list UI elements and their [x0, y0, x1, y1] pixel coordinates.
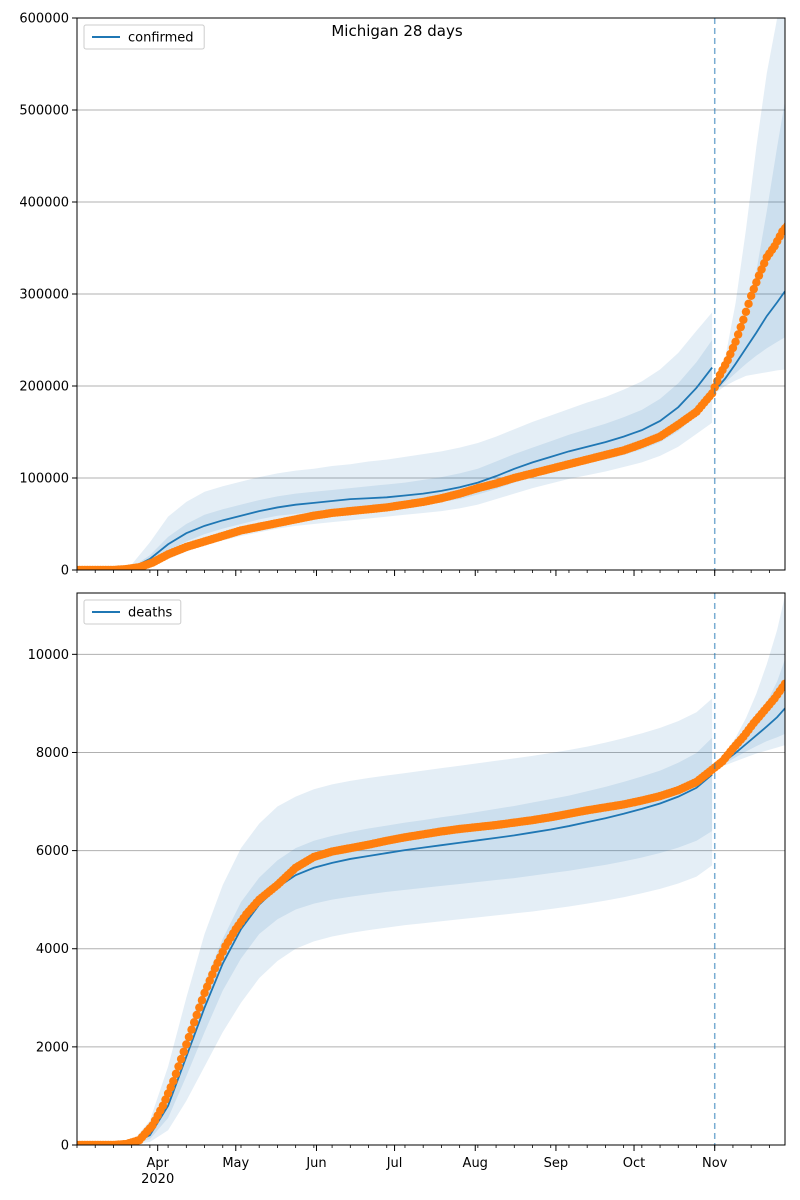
deaths-observed-point [197, 996, 207, 1005]
deaths-y-tick-label: 2000 [36, 1040, 69, 1055]
deaths-observed-point [174, 1062, 183, 1071]
confirmed-observed-point [733, 330, 743, 339]
deaths-y-tick-label: 10000 [28, 648, 69, 663]
deaths-forecast-band-inner [714, 659, 785, 769]
deaths-y-tick-label: 4000 [36, 942, 69, 957]
deaths-legend-box [83, 599, 182, 625]
confirmed-y-tick-label: 400000 [19, 196, 69, 211]
confirmed-observed-point [736, 322, 745, 332]
x-tick-label: May [222, 1156, 249, 1171]
confirmed-observed-point [741, 307, 751, 316]
deaths-observed-point [184, 1032, 194, 1042]
x-tick-label: Jul [386, 1156, 403, 1171]
confirmed-legend-label: confirmed [128, 31, 194, 46]
deaths-points [77, 679, 785, 1145]
confirmed-model-line [77, 367, 713, 570]
confirmed-observed-point [749, 284, 758, 294]
deaths-y-tick-label: 0 [61, 1139, 69, 1154]
deaths-observed-point [189, 1018, 199, 1027]
x-tick-label: Oct [623, 1156, 645, 1171]
confirmed-y-tick-label: 600000 [19, 12, 69, 27]
confirmed-y-tick-label: 0 [61, 564, 69, 579]
confirmed-forecast-band-inner [714, 100, 785, 392]
confirmed-observed-point [746, 291, 756, 301]
confirmed-lines [77, 290, 785, 570]
confirmed-legend: confirmed [83, 24, 205, 50]
confirmed-y-tick-label: 300000 [19, 288, 69, 303]
confirmed-legend-box [83, 24, 205, 50]
x-year-label: 2020 [141, 1172, 174, 1187]
deaths-observed-point [179, 1047, 188, 1056]
deaths-observed-point [169, 1077, 178, 1086]
deaths-observed-point [176, 1054, 186, 1064]
deaths-legend-label: deaths [128, 606, 173, 621]
deaths-grid [77, 653, 785, 1146]
confirmed-band-outer [77, 312, 713, 570]
confirmed-y-axis: 0 100000 200000 300000 400000 500000 600000 [19, 12, 77, 579]
deaths-y-tick-label: 8000 [36, 746, 69, 761]
deaths-y-tick-label: 6000 [36, 844, 69, 859]
confirmed-observed-point [731, 337, 740, 347]
x-tick-label: Nov [702, 1156, 728, 1171]
deaths-legend: deaths [83, 599, 182, 625]
x-tick-label: Apr [146, 1156, 169, 1171]
confirmed-y-tick-label: 200000 [19, 380, 69, 395]
confirmed-y-tick-label: 100000 [19, 472, 69, 487]
deaths-observed-point [187, 1025, 196, 1034]
x-tick-label: Sep [544, 1156, 569, 1171]
confirmed-observed-point [739, 315, 748, 324]
deaths-model-line [77, 773, 713, 1145]
deaths-y-axis: 0 2000 4000 6000 8000 10000 [28, 648, 77, 1154]
deaths-observed-point [171, 1069, 181, 1079]
confirmed-band-inner [77, 340, 713, 570]
confirmed-bands [77, 18, 785, 570]
confirmed-observed-point [752, 278, 761, 287]
deaths-panel: 0 2000 4000 6000 8000 10000 Apr May Jun Jul Aug Se… [28, 592, 786, 1187]
deaths-band-inner [77, 737, 713, 1145]
confirmed-forecast-line [714, 290, 785, 392]
deaths-observed-point [192, 1010, 201, 1020]
deaths-band-outer [77, 698, 713, 1145]
deaths-observed-point [182, 1040, 191, 1049]
x-tick-label: Aug [463, 1156, 488, 1171]
deaths-x-axis: Apr May Jun Jul Aug Sep Oct Nov 2020 [76, 1145, 770, 1187]
deaths-observed-point [195, 1003, 204, 1012]
x-tick-label: Jun [305, 1156, 326, 1171]
confirmed-points [77, 222, 785, 570]
confirmed-observed-point [744, 299, 753, 309]
confirmed-panel: 0 100000 200000 300000 400000 500000 600000 co… [19, 12, 786, 579]
deaths-axes-frame [76, 592, 786, 1146]
confirmed-forecast-band-outer [714, 18, 785, 394]
confirmed-x-axis [76, 570, 770, 576]
confirmed-y-tick-label: 500000 [19, 104, 69, 119]
chart-title: Michigan 28 days [331, 22, 462, 40]
